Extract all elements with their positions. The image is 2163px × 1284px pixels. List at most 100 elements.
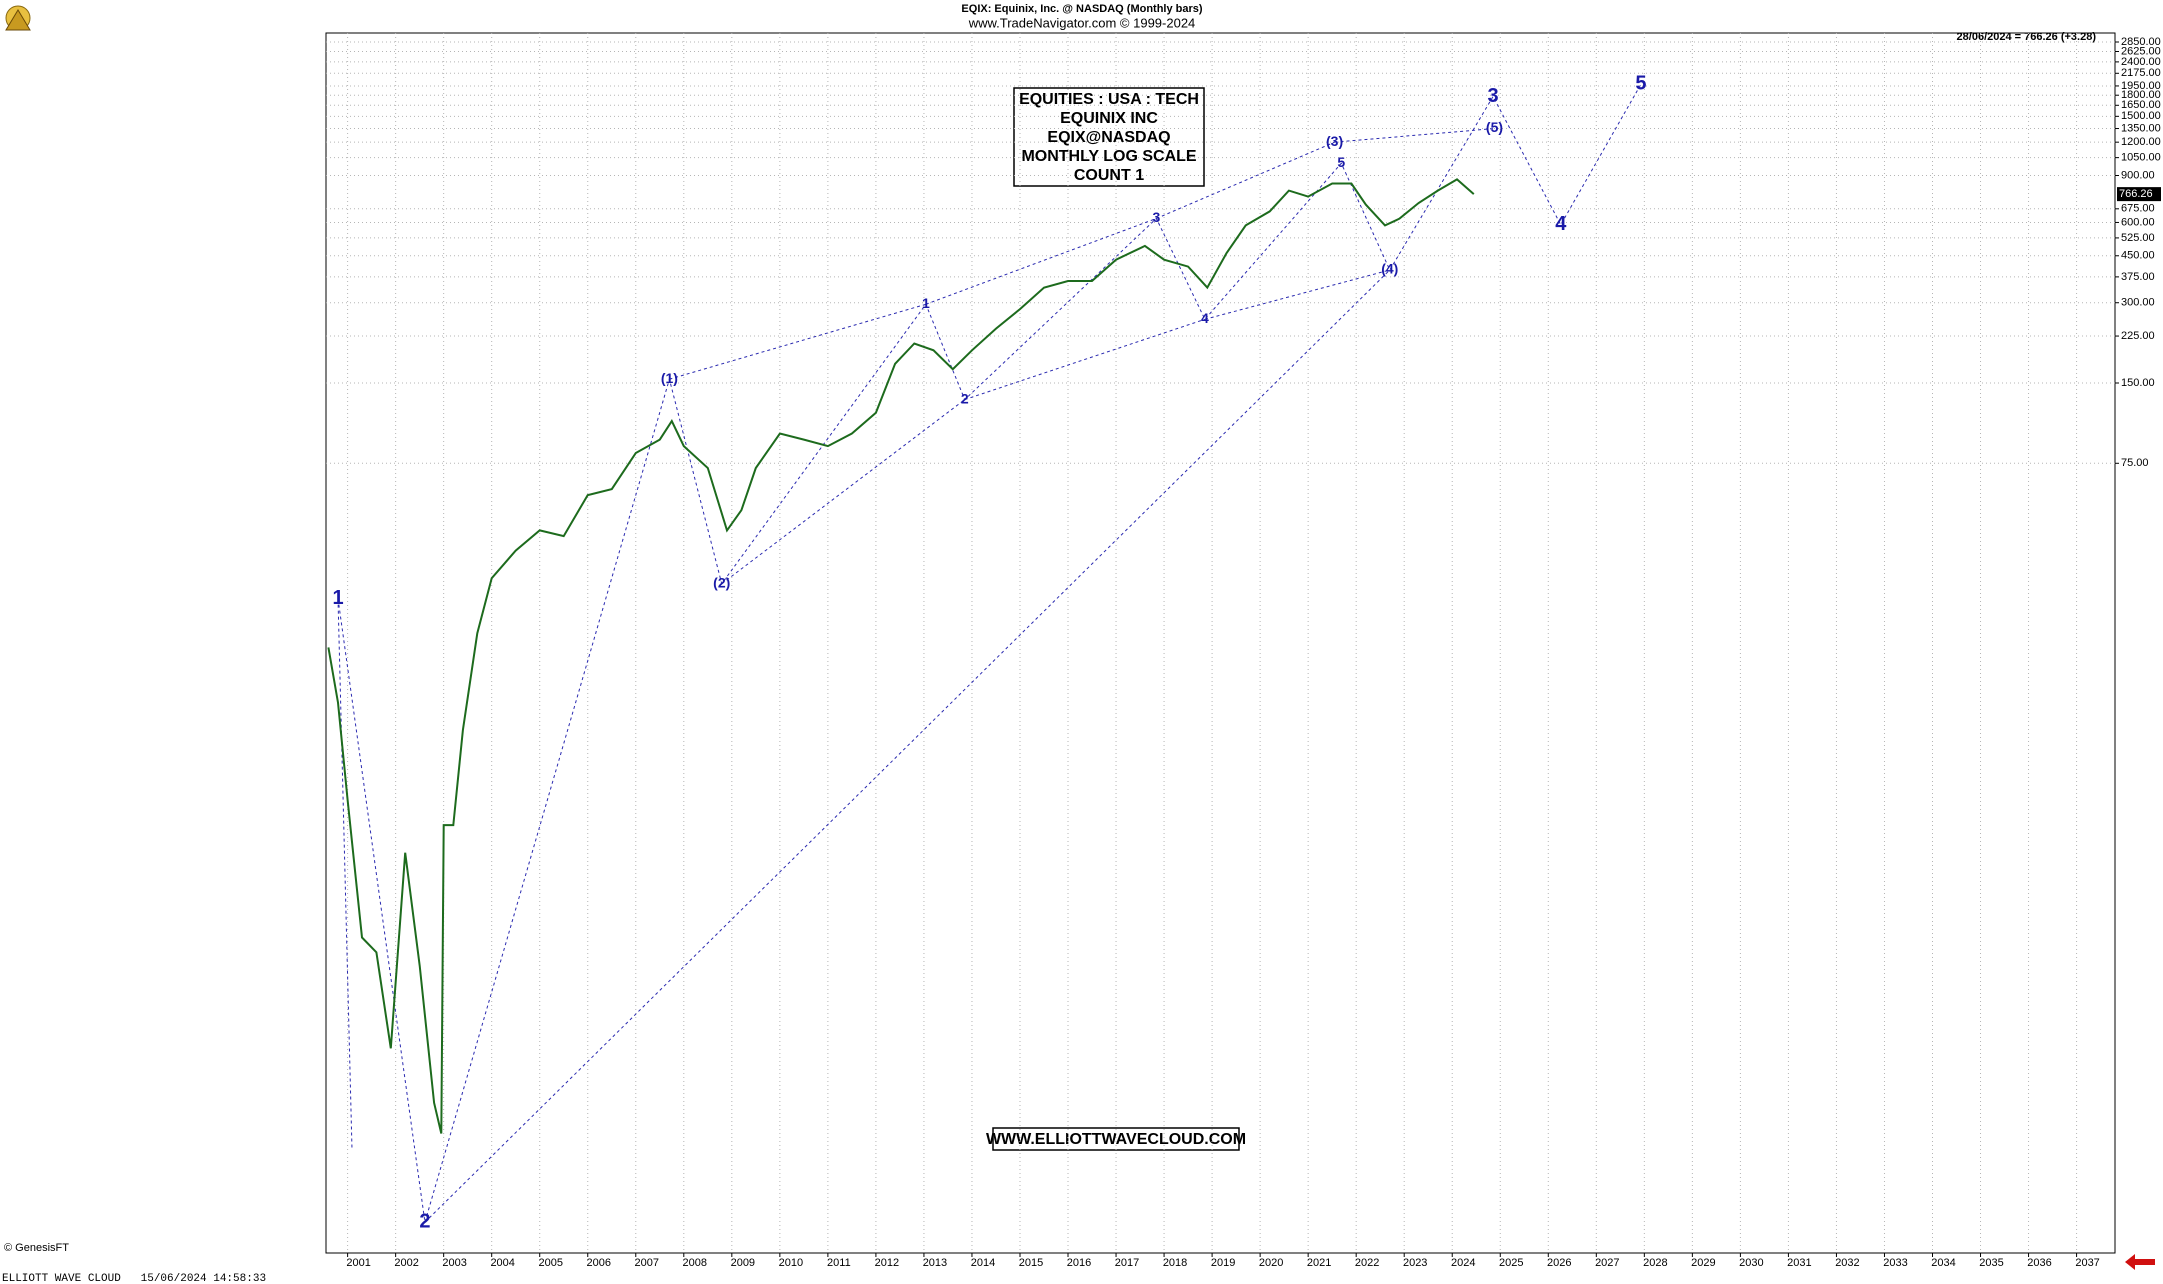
wave-label: 2 [419,1210,430,1232]
wave-label: 1 [922,295,930,311]
x-tick-label: 2026 [1547,1257,1571,1269]
x-tick-label: 2024 [1451,1257,1475,1269]
x-tick-label: 2016 [1067,1257,1091,1269]
info-box-line: EQUITIES : USA : TECH [1019,91,1199,108]
wave-label: (2) [713,574,730,590]
x-tick-label: 2035 [1979,1257,2003,1269]
wave-label: 1 [332,587,343,609]
x-tick-label: 2010 [779,1257,803,1269]
x-tick-label: 2007 [635,1257,659,1269]
y-tick-label: 1350.00 [2121,122,2161,134]
watermark: WWW.ELLIOTTWAVECLOUD.COM [986,1131,1246,1148]
y-tick-label: 2400.00 [2121,56,2161,68]
x-tick-label: 2001 [346,1257,370,1269]
x-tick-label: 2023 [1403,1257,1427,1269]
y-tick-label: 75.00 [2121,457,2149,469]
y-tick-label: 225.00 [2121,330,2155,342]
x-tick-label: 2021 [1307,1257,1331,1269]
x-tick-label: 2032 [1835,1257,1859,1269]
x-tick-label: 2029 [1691,1257,1715,1269]
copyright: © GenesisFT [4,1242,69,1254]
wave-label: 3 [1487,85,1498,107]
x-tick-label: 2003 [442,1257,466,1269]
x-tick-label: 2009 [731,1257,755,1269]
x-tick-label: 2014 [971,1257,995,1269]
x-tick-label: 2013 [923,1257,947,1269]
wave-label: (4) [1381,261,1398,277]
x-tick-label: 2020 [1259,1257,1283,1269]
wave-channel [964,318,1206,401]
y-tick-label: 150.00 [2121,377,2155,389]
x-tick-label: 2034 [1931,1257,1955,1269]
wave-label: 4 [1555,213,1567,235]
wave-label: 3 [1152,209,1160,225]
y-tick-label: 1950.00 [2121,80,2161,92]
chart-subtitle: www.TradeNavigator.com © 1999-2024 [968,15,1196,30]
x-tick-label: 2022 [1355,1257,1379,1269]
x-tick-label: 2017 [1115,1257,1139,1269]
info-box-line: EQUINIX INC [1060,110,1158,127]
last-price-label: 766.26 [2119,188,2153,200]
price-line [327,178,1475,1134]
x-tick-label: 2011 [827,1257,851,1269]
info-box-line: MONTHLY LOG SCALE [1021,148,1196,165]
y-tick-label: 300.00 [2121,297,2155,309]
x-tick-label: 2037 [2075,1257,2099,1269]
y-tick-label: 2625.00 [2121,45,2161,57]
wave-channel [925,217,1157,305]
wave-guide [337,598,353,1150]
price-note: 28/06/2024 = 766.26 (+3.28) [1957,31,2097,43]
x-tick-label: 2028 [1643,1257,1667,1269]
x-tick-label: 2004 [490,1257,514,1269]
x-tick-label: 2025 [1499,1257,1523,1269]
y-tick-label: 2175.00 [2121,67,2161,79]
y-tick-label: 1200.00 [2121,136,2161,148]
wave-label: (5) [1486,119,1503,135]
x-tick-label: 2002 [394,1257,418,1269]
x-tick-label: 2018 [1163,1257,1187,1269]
plot-frame [325,32,2116,1254]
wave-label: (1) [661,370,678,386]
chart-title: EQIX: Equinix, Inc. @ NASDAQ (Monthly ba… [961,3,1202,15]
x-tick-label: 2031 [1787,1257,1811,1269]
x-tick-label: 2033 [1883,1257,1907,1269]
wave-channel [1156,141,1335,219]
wave-guide [337,83,1642,1223]
wave-channel [669,303,926,380]
info-box-line: EQIX@NASDAQ [1047,129,1170,146]
wave-channel [424,269,1391,1223]
x-tick-label: 2006 [587,1257,611,1269]
wave-label: 5 [1337,154,1345,170]
y-tick-label: 1500.00 [2121,110,2161,122]
last-price-tag [2117,187,2161,202]
scroll-arrow[interactable] [2125,1254,2155,1270]
y-tick-label: 1050.00 [2121,152,2161,164]
y-tick-label: 450.00 [2121,250,2155,262]
y-tick-label: 600.00 [2121,216,2155,228]
logo [5,5,31,31]
wave-label: (3) [1326,133,1343,149]
y-tick-label: 1800.00 [2121,89,2161,101]
y-tick-label: 1650.00 [2121,99,2161,111]
wave-channel [721,399,966,585]
info-box [1013,87,1205,187]
y-tick-label: 900.00 [2121,169,2155,181]
x-tick-label: 2019 [1211,1257,1235,1269]
x-tick-label: 2015 [1019,1257,1043,1269]
wave-channel [1334,128,1495,143]
y-tick-label: 375.00 [2121,271,2155,283]
y-tick-label: 2850.00 [2121,36,2161,48]
wave-label: 5 [1635,72,1646,94]
y-tick-label: 525.00 [2121,232,2155,244]
footer: ELLIOTT WAVE CLOUD 15/06/2024 14:58:33 [2,1273,266,1284]
y-tick-label: 675.00 [2121,203,2155,215]
x-tick-label: 2027 [1595,1257,1619,1269]
x-tick-label: 2012 [875,1257,899,1269]
wave-label: 2 [961,390,969,406]
x-tick-label: 2036 [2027,1257,2051,1269]
info-box-line: COUNT 1 [1074,167,1144,184]
x-tick-label: 2030 [1739,1257,1763,1269]
wave-channel [1204,269,1390,320]
wave-label: 4 [1201,310,1209,326]
